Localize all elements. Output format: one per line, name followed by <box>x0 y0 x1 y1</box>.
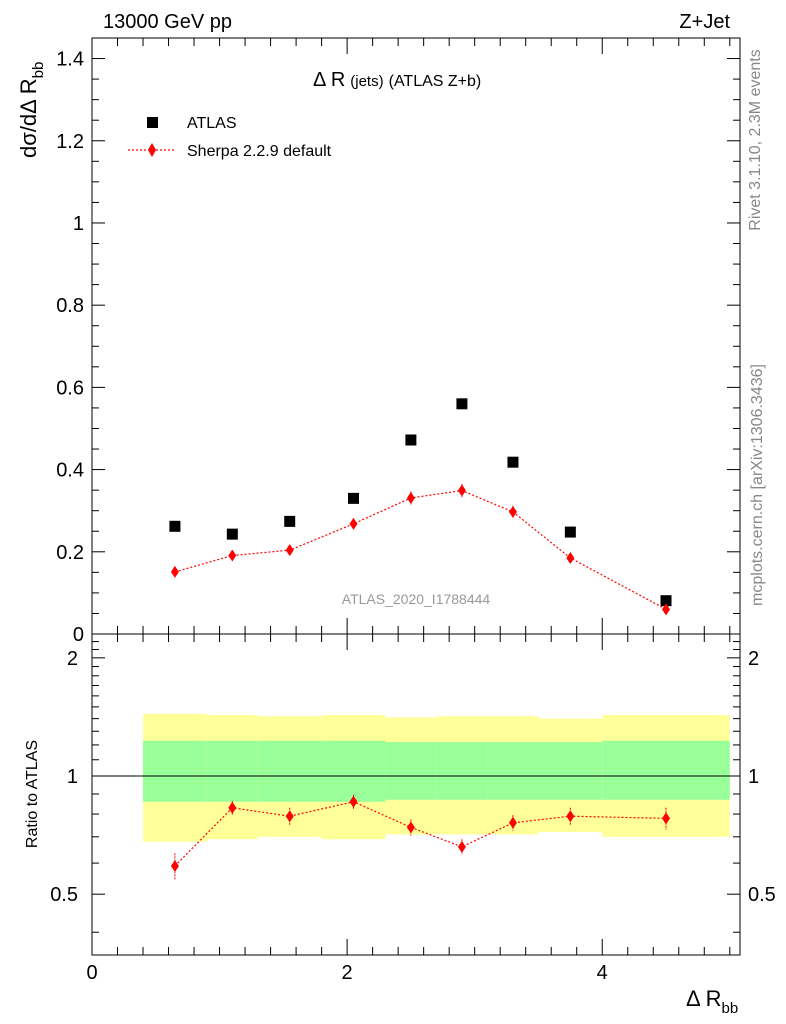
ratio-tick-label-right: 0.5 <box>748 884 776 906</box>
title-sub: (jets) <box>350 73 383 90</box>
sherpa-point <box>285 544 294 557</box>
y-tick-label: 0.4 <box>56 460 84 482</box>
x-tick-label: 2 <box>342 962 353 984</box>
y-tick-label: 0.2 <box>56 542 84 564</box>
ratio-inner-band <box>385 742 437 800</box>
x-tick-label: 0 <box>86 962 97 984</box>
ratio-inner-band <box>257 740 322 802</box>
ratio-tick-label: 1 <box>67 766 78 788</box>
rivet-label: Rivet 3.1.10, 2.3M events <box>747 49 764 230</box>
y-tick-label: 0.8 <box>56 295 84 317</box>
ratio-inner-band <box>321 740 386 802</box>
y-label-main: dσ/dΔ R <box>16 78 41 158</box>
sherpa-point <box>566 551 575 564</box>
main-axes: 0 0.2 0.4 0.6 0.8 1 1.2 1.4 <box>56 37 740 646</box>
title-tail: (ATLAS Z+b) <box>389 73 482 90</box>
mcplots-label: mcplots.cern.ch [arXiv:1306.3436] <box>749 364 766 606</box>
y-tick-label: 1.4 <box>56 49 84 71</box>
sherpa-point <box>662 603 671 616</box>
sherpa-ratio-point <box>508 816 517 829</box>
atlas-point <box>507 456 519 468</box>
atlas-point <box>405 434 417 446</box>
ratio-tick-label-right: 2 <box>748 648 759 670</box>
legend-atlas-label: ATLAS <box>187 115 237 132</box>
atlas-point <box>456 398 468 410</box>
y-tick-label: 0 <box>73 624 84 646</box>
ratio-inner-band <box>436 742 488 800</box>
ratio-inner-band <box>538 742 603 800</box>
y-label-sub: bb <box>30 62 47 79</box>
title-main: Δ R <box>313 69 345 91</box>
sherpa-point <box>349 517 358 530</box>
sherpa-ratio-point <box>349 795 358 808</box>
ratio-inner-band <box>206 740 258 802</box>
sherpa-point <box>170 565 179 578</box>
atlas-point <box>284 515 296 527</box>
ratio-series <box>170 794 671 880</box>
analysis-watermark: ATLAS_2020_I1788444 <box>342 591 491 607</box>
x-axis-label: Δ Rbb <box>686 986 738 1017</box>
plot-title: Δ R (jets) (ATLAS Z+b) <box>313 69 481 91</box>
atlas-point <box>564 526 576 538</box>
legend-sherpa-label: Sherpa 2.2.9 default <box>187 143 332 160</box>
sherpa-point <box>457 484 466 497</box>
sherpa-ratio-point <box>285 810 294 823</box>
sherpa-ratio-point <box>566 810 575 823</box>
ratio-inner-band <box>602 740 730 800</box>
ratio-tick-label: 0.5 <box>50 884 78 906</box>
legend-sherpa-marker <box>148 143 156 157</box>
sherpa-point <box>228 549 237 562</box>
ratio-bands <box>143 713 730 842</box>
y-tick-label: 0.6 <box>56 377 84 399</box>
sherpa-ratio-point <box>228 801 237 814</box>
ratio-inner-band <box>487 742 539 800</box>
sherpa-point <box>406 491 415 504</box>
ratio-tick-label-right: 1 <box>748 766 759 788</box>
sherpa-ratio-point <box>170 859 179 872</box>
sherpa-ratio-point <box>662 812 671 825</box>
ratio-frame <box>91 633 741 956</box>
header-process: Z+Jet <box>679 11 730 33</box>
y-tick-label: 1 <box>73 213 84 235</box>
atlas-point <box>660 595 672 607</box>
sherpa-point <box>508 505 517 518</box>
legend-atlas-marker <box>147 117 158 128</box>
y-axis-label: dσ/dΔ Rbb <box>16 62 47 158</box>
y-tick-label: 1.2 <box>56 131 84 153</box>
atlas-point <box>169 520 181 532</box>
legend: ATLAS Sherpa 2.2.9 default <box>128 115 332 160</box>
x-label-main: Δ R <box>686 986 721 1011</box>
sherpa-ratio-point <box>406 821 415 834</box>
sherpa-ratio-point <box>457 840 466 853</box>
ratio-inner-band <box>143 740 207 802</box>
x-tick-label: 4 <box>597 962 608 984</box>
ratio-tick-label: 2 <box>67 648 78 670</box>
ratio-y-axis-label: Ratio to ATLAS <box>24 740 41 848</box>
header-energy: 13000 GeV pp <box>103 11 232 33</box>
main-series <box>169 398 672 616</box>
x-label-sub: bb <box>721 1000 738 1017</box>
atlas-point <box>226 528 238 540</box>
atlas-point <box>347 492 359 504</box>
